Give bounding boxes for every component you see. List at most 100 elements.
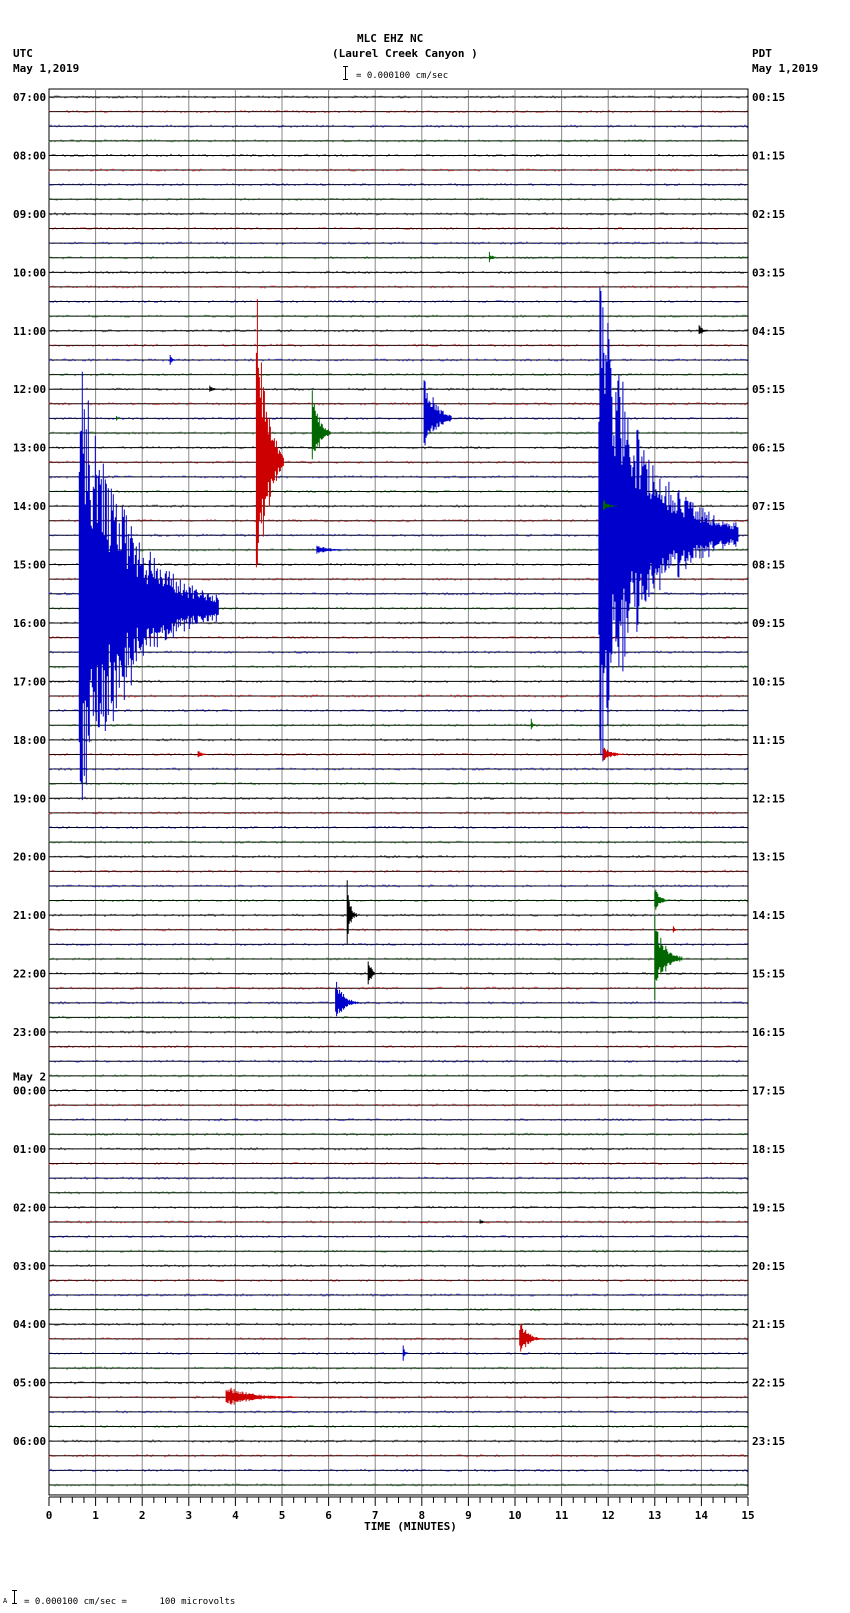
utc-hour-label: May 2 (13, 1070, 46, 1083)
seismic-event (598, 287, 739, 762)
pdt-hour-label: 06:15 (752, 442, 785, 455)
trace-noise (48, 153, 748, 157)
seismic-event (603, 747, 627, 760)
seismic-event (654, 889, 669, 910)
trace-noise (48, 1439, 748, 1443)
scale-text: = 0.000100 cm/sec (356, 71, 449, 81)
pdt-hour-label: 02:15 (752, 208, 785, 221)
trace-noise (48, 1468, 748, 1472)
seismic-event (311, 390, 331, 460)
utc-hour-label: 10:00 (13, 266, 46, 279)
x-tick-label: 9 (465, 1509, 472, 1522)
utc-hour-label: 09:00 (13, 208, 46, 221)
seismic-event (654, 914, 683, 1000)
station-location: (Laurel Creek Canyon ) (332, 47, 478, 60)
pdt-hour-label: 03:15 (752, 266, 785, 279)
trace-noise (48, 1366, 748, 1370)
utc-hour-label: 14:00 (13, 500, 46, 513)
trace-noise (48, 650, 748, 654)
trace-noise (48, 1030, 748, 1034)
trace-noise (48, 110, 748, 114)
trace-noise (48, 1483, 748, 1487)
trace-noise (48, 1103, 748, 1107)
trace-noise (48, 1059, 748, 1063)
trace-noise (48, 1118, 748, 1122)
trace-noise (48, 1176, 748, 1180)
pdt-hour-label: 19:15 (752, 1201, 785, 1214)
pdt-hour-label: 18:15 (752, 1143, 785, 1156)
trace-noise (48, 1015, 748, 1019)
utc-hour-label: 04:00 (13, 1318, 46, 1331)
scale-bar-icon (343, 66, 351, 80)
utc-hour-label: 23:00 (13, 1026, 46, 1039)
pdt-hour-label: 08:15 (752, 559, 785, 572)
seismic-event (603, 500, 617, 510)
trace-noise (48, 387, 748, 391)
utc-hour-label: 12:00 (13, 383, 46, 396)
trace-noise (48, 1352, 748, 1355)
seismic-event (346, 880, 357, 945)
trace-noise (48, 1191, 748, 1195)
x-tick-label: 13 (648, 1509, 661, 1522)
trace-noise (48, 1162, 748, 1165)
trace-noise (48, 869, 748, 873)
trace-noise (48, 986, 748, 990)
pdt-hour-label: 13:15 (752, 851, 785, 864)
utc-hour-label: 00:00 (13, 1084, 46, 1097)
pdt-hour-label: 05:15 (752, 383, 785, 396)
seismic-event (78, 371, 219, 801)
trace-noise (48, 1293, 748, 1297)
trace-noise (48, 475, 748, 479)
trace-noise (48, 168, 748, 172)
station-title: MLC EHZ NC (357, 32, 424, 45)
trace-noise (48, 796, 748, 800)
trace-noise (48, 1249, 748, 1253)
trace-noise (48, 314, 748, 318)
trace-noise (48, 139, 748, 143)
pdt-hour-label: 17:15 (752, 1084, 785, 1097)
pdt-hour-label: 23:15 (752, 1435, 785, 1448)
trace-noise (48, 197, 748, 201)
trace-noise (48, 446, 748, 450)
trace-noise (48, 1395, 748, 1399)
utc-hour-label: 01:00 (13, 1143, 46, 1156)
trace-noise (48, 227, 748, 230)
trace-noise (48, 1454, 748, 1458)
trace-noise (48, 811, 748, 815)
trace-noise (48, 212, 748, 216)
seismic-event (316, 545, 355, 554)
footer-scale-bar-icon (12, 1590, 17, 1604)
x-tick-label: 4 (232, 1509, 239, 1522)
x-tick-label: 0 (46, 1509, 53, 1522)
trace-noise (48, 1147, 748, 1151)
trace-noise (48, 1235, 748, 1239)
seismic-event (209, 385, 222, 392)
plot-frame (48, 88, 749, 1496)
trace-noise (48, 1074, 748, 1078)
trace-noise (48, 1089, 748, 1092)
trace-noise (48, 1322, 748, 1326)
left-timezone: UTC (13, 47, 33, 60)
seismic-event (335, 981, 360, 1017)
trace-noise (48, 270, 748, 274)
right-date: May 1,2019 (752, 62, 819, 75)
trace-noise (48, 1220, 748, 1224)
pdt-hour-label: 14:15 (752, 909, 785, 922)
utc-hour-label: 15:00 (13, 559, 46, 572)
trace-noise (48, 95, 748, 99)
trace-noise (48, 1308, 748, 1312)
trace-noise (48, 782, 748, 786)
pdt-hour-label: 07:15 (752, 500, 785, 513)
trace-noise (48, 1381, 748, 1385)
trace-noise (48, 183, 748, 187)
utc-hour-label: 11:00 (13, 325, 46, 338)
seismic-event (530, 718, 536, 730)
seismic-event (169, 355, 177, 365)
seismic-event (672, 926, 678, 933)
pdt-hour-label: 10:15 (752, 675, 785, 688)
utc-hour-label: 21:00 (13, 909, 46, 922)
utc-hour-label: 13:00 (13, 442, 46, 455)
trace-noise (48, 738, 748, 742)
trace-noise (48, 679, 748, 683)
pdt-hour-label: 01:15 (752, 149, 785, 162)
